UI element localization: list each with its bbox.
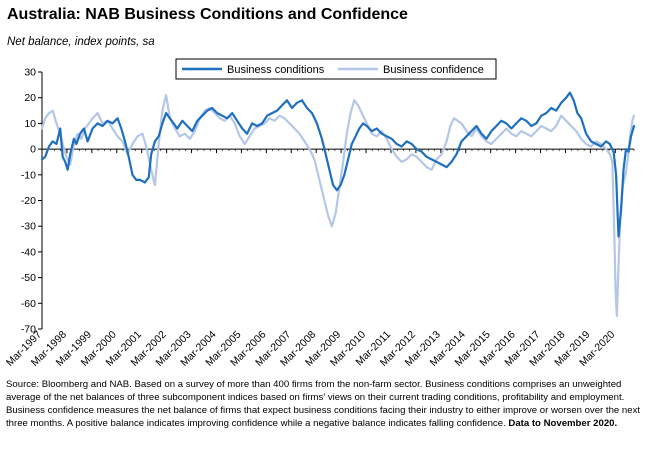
legend-item-business-confidence: Business confidence [338,64,484,76]
chart-title: Australia: NAB Business Conditions and C… [7,6,408,23]
y-tick-label: -60 [21,298,36,310]
y-tick-label: -40 [21,246,36,258]
y-tick-label: -30 [21,221,36,233]
legend-label: Business confidence [383,64,484,76]
series-line-business-confidence [40,94,636,318]
series-line-business-conditions [40,91,636,238]
legend-label: Business conditions [227,64,325,76]
y-tick-label: 10 [24,118,36,130]
line-chart: 3020100-10-20-30-40-50-60-70Mar-1997Mar-… [4,58,636,369]
y-tick-label: -10 [21,169,36,181]
y-tick-label: 30 [24,67,36,79]
source-note: Source: Bloomberg and NAB. Based on a su… [6,378,646,430]
y-tick-label: 0 [30,144,36,156]
y-tick-label: -20 [21,195,36,207]
source-data-note: Data to November 2020. [508,418,618,429]
y-tick-label: 20 [24,92,36,104]
legend-item-business-conditions: Business conditions [182,64,325,76]
y-tick-label: -70 [21,324,36,336]
legend-box [175,58,497,80]
chart-subtitle: Net balance, index points, sa [7,36,155,48]
source-text: Source: Bloomberg and NAB. Based on a su… [6,379,641,429]
plot-area: 3020100-10-20-30-40-50-60-70Mar-1997Mar-… [4,67,636,369]
y-tick-label: -50 [21,272,36,284]
legend: Business conditions Business confidence [175,58,497,80]
